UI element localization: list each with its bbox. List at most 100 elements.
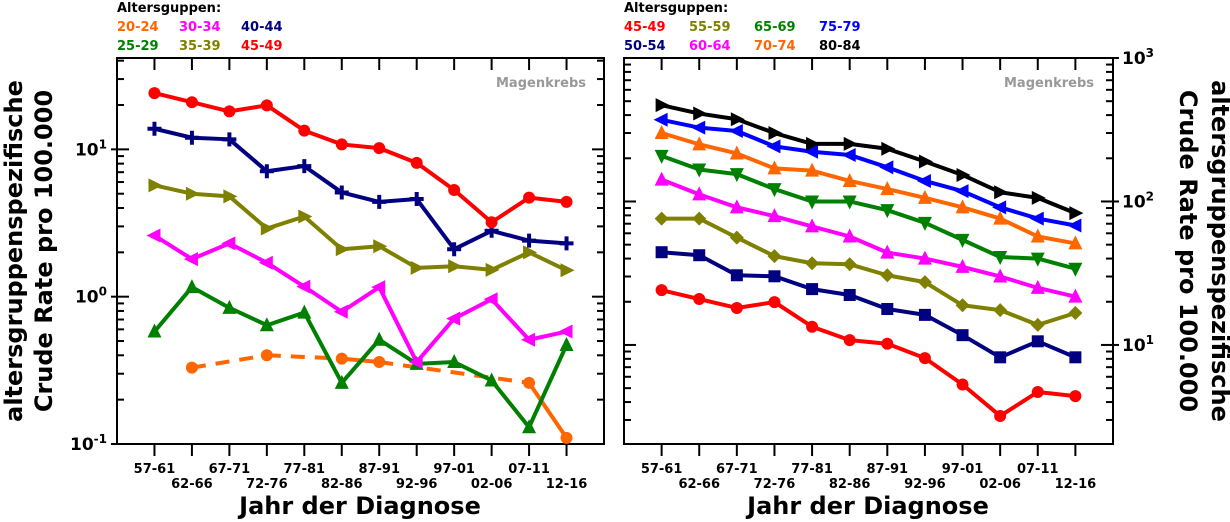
y-axis-label-line2: Crude Rate pro 100.000 (1174, 90, 1202, 412)
data-point (1031, 335, 1044, 348)
series-line-segment (961, 205, 1001, 221)
plot-frame (116, 57, 605, 445)
x-tick-label: 72-76 (246, 477, 288, 492)
data-point (185, 361, 198, 374)
legend-entry: 60-64 (689, 39, 731, 54)
data-point (260, 221, 275, 236)
data-point (916, 173, 931, 188)
data-point (955, 233, 970, 248)
y-tick-exponent: 2 (1146, 189, 1154, 203)
x-tick-label: 87-91 (358, 462, 400, 477)
data-point (692, 211, 707, 226)
data-point (728, 123, 743, 138)
data-point (1030, 228, 1045, 243)
series-line-segment (886, 341, 926, 360)
series-line-segment (265, 261, 306, 289)
data-point (993, 268, 1008, 283)
series-line-segment (490, 297, 531, 342)
series-line-segment (415, 161, 456, 192)
x-tick-label: 62-66 (678, 477, 720, 492)
x-tick-label: 87-91 (867, 462, 909, 477)
series-30-34 (146, 228, 573, 370)
series-line-segment (774, 144, 813, 154)
data-point (1069, 351, 1082, 364)
data-point (956, 378, 969, 391)
data-point (729, 230, 744, 245)
series-line-segment (452, 188, 493, 224)
data-point (653, 112, 668, 127)
series-45-49 (148, 87, 573, 229)
data-point (485, 262, 500, 277)
series-line-segment (490, 379, 531, 429)
series-line-segment (660, 177, 700, 197)
series-55-59 (654, 211, 1083, 332)
legend-entry: 20-24 (117, 20, 159, 35)
series-line-segment (152, 285, 194, 333)
data-point (1069, 206, 1084, 221)
series-50-54 (655, 246, 1082, 364)
data-point (954, 184, 969, 199)
data-point (333, 304, 348, 319)
x-tick-label: 02-06 (471, 477, 513, 492)
data-point (768, 296, 781, 309)
x-tick-label: 97-01 (433, 462, 475, 477)
y-tick-base: 10 (1122, 49, 1146, 69)
data-point (185, 96, 198, 109)
data-point (806, 320, 819, 333)
data-point (335, 352, 348, 365)
data-point (258, 255, 273, 270)
data-point (372, 194, 387, 209)
data-point (523, 245, 538, 260)
legend-title: Altersguppen: (624, 1, 728, 16)
data-point (184, 279, 199, 294)
series-line-segment (924, 159, 964, 177)
legend-entry: 55-59 (689, 20, 731, 35)
series-line-segment (735, 235, 776, 258)
data-point (881, 141, 896, 156)
legend-entry: 80-84 (819, 39, 861, 54)
data-point (373, 142, 386, 155)
data-point (521, 332, 536, 347)
data-point (842, 228, 857, 243)
data-point (767, 160, 782, 175)
series-60-64 (654, 171, 1083, 303)
series-line-segment (660, 153, 700, 172)
data-point (655, 284, 668, 297)
series-line-segment (490, 250, 530, 272)
data-point (805, 162, 820, 177)
data-point (994, 409, 1007, 422)
legend-entry: 40-44 (241, 20, 283, 35)
data-point (523, 191, 536, 204)
series-line-segment (698, 111, 738, 122)
data-point (654, 149, 669, 164)
series-line-segment (999, 190, 1039, 200)
data-point (1068, 262, 1083, 277)
data-point (842, 195, 857, 210)
data-point (223, 105, 236, 118)
series-line-segment (886, 165, 926, 183)
data-point (1030, 252, 1045, 267)
data-point (259, 164, 274, 179)
legend-entry: 65-69 (754, 20, 796, 35)
data-point (918, 308, 931, 321)
data-point (484, 372, 499, 387)
series-line-segment (736, 129, 776, 149)
data-point (767, 183, 782, 198)
data-point (730, 112, 745, 127)
series-80-84 (655, 98, 1084, 221)
series-line-segment (774, 166, 813, 173)
data-point (148, 178, 163, 193)
series-line-segment (341, 142, 380, 151)
series-20-24 (185, 349, 573, 444)
series-line-segment (773, 131, 813, 146)
series-line-segment (886, 273, 926, 285)
series-line-segment (811, 224, 851, 239)
legend-entry: 30-34 (179, 20, 221, 35)
data-point (371, 280, 386, 295)
data-point (372, 331, 387, 346)
data-point (843, 288, 856, 301)
series-line-segment (698, 253, 738, 278)
series-line-segment (1037, 195, 1077, 215)
data-point (881, 337, 894, 350)
data-point (1067, 218, 1082, 233)
